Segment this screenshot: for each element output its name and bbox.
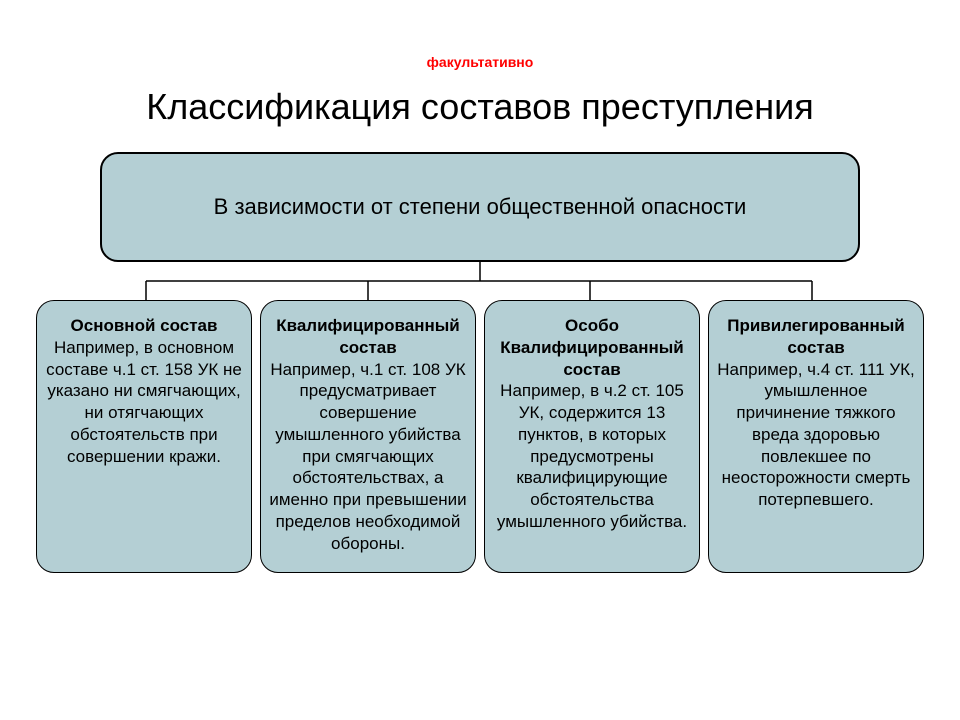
child-body: Например, в основном составе ч.1 ст. 158…: [46, 338, 242, 466]
connector-lines: [0, 262, 960, 300]
child-title: Привилегированный состав: [727, 316, 904, 357]
child-title: Квалифицированный состав: [276, 316, 460, 357]
root-node: В зависимости от степени общественной оп…: [100, 152, 860, 262]
child-node-3: Привилегированный состав Например, ч.4 с…: [708, 300, 924, 573]
child-title: Особо Квалифицированный состав: [500, 316, 684, 379]
supertitle: факультативно: [0, 54, 960, 70]
child-body: Например, в ч.2 ст. 105 УК, содержится 1…: [497, 381, 687, 531]
child-title: Основной состав: [71, 316, 218, 335]
child-node-2: Особо Квалифицированный состав Например,…: [484, 300, 700, 573]
children-row: Основной состав Например, в основном сос…: [36, 300, 924, 573]
page-title: Классификация составов преступления: [0, 86, 960, 128]
child-body: Например, ч.1 ст. 108 УК предусматривает…: [269, 360, 466, 553]
child-node-1: Квалифицированный состав Например, ч.1 с…: [260, 300, 476, 573]
child-body: Например, ч.4 ст. 111 УК, умышленное при…: [717, 360, 915, 510]
child-node-0: Основной состав Например, в основном сос…: [36, 300, 252, 573]
root-node-label: В зависимости от степени общественной оп…: [214, 194, 747, 220]
